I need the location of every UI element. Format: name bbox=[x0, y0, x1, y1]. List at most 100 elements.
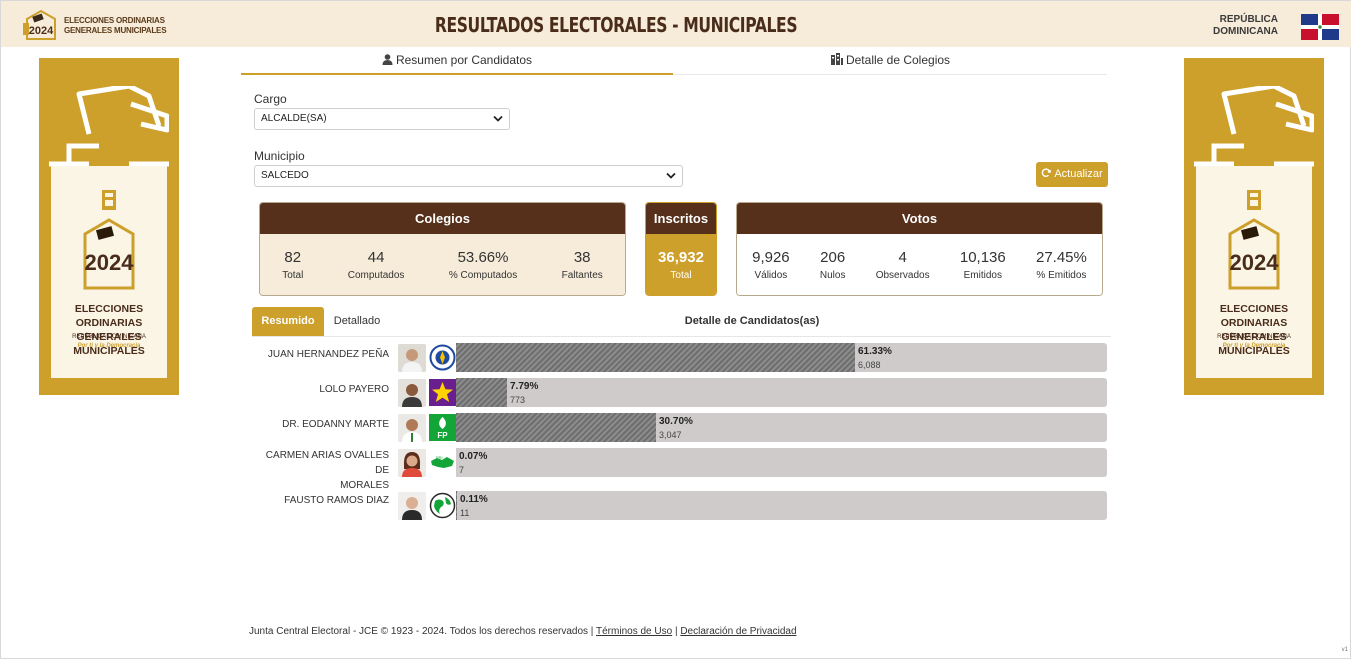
bar-fill bbox=[456, 378, 507, 407]
bar-track: 7.79% 773 bbox=[456, 378, 1107, 407]
colegios-faltantes: 38 Faltantes bbox=[562, 249, 603, 281]
bar-percent-label: 0.11% bbox=[460, 494, 488, 505]
candidate-name-line: CARMEN ARIAS OVALLES DE bbox=[265, 450, 389, 476]
stat-label: % Computados bbox=[448, 269, 518, 281]
bar-percent-label: 30.70% bbox=[659, 416, 693, 427]
banner-subtitle: REPÚBLICA DOMINICANA bbox=[72, 334, 146, 340]
bar-track: 0.07% 7 bbox=[456, 448, 1107, 477]
building-icon bbox=[830, 53, 843, 65]
privacy-link[interactable]: Declaración de Privacidad bbox=[680, 626, 797, 637]
cargo-label: Cargo bbox=[254, 92, 287, 106]
svg-text:FP: FP bbox=[437, 431, 448, 440]
stat-label: Total bbox=[282, 269, 304, 281]
stat-value: 82 bbox=[284, 248, 302, 266]
refresh-icon bbox=[1042, 168, 1052, 178]
banner-title-line2: GENERALES MUNICIPALES bbox=[73, 331, 145, 357]
stat-label: Válidos bbox=[754, 269, 788, 281]
svg-text:PRI: PRI bbox=[436, 455, 443, 460]
candidate-row: JUAN HERNANDEZ PEÑA 61.33% 6,088 bbox=[252, 343, 1112, 373]
country-line2: DOMINICANA bbox=[1213, 26, 1278, 37]
bar-percent-label: 61.33% bbox=[858, 346, 892, 357]
votos-validos: 9,926 Válidos bbox=[752, 249, 790, 281]
municipio-label: Municipio bbox=[254, 149, 305, 163]
candidate-row: CARMEN ARIAS OVALLES DE MORALES PRI 0.07… bbox=[252, 448, 1112, 491]
banner-title: ELECCIONES ORDINARIAS GENERALES MUNICIPA… bbox=[1196, 302, 1312, 358]
bar-fill bbox=[456, 343, 855, 372]
banner-year-text: 2024 bbox=[1230, 250, 1280, 275]
country-line1: REPÚBLICA bbox=[1219, 14, 1278, 25]
mini-seal-icon bbox=[102, 190, 116, 210]
inscritos-total: 36,932 Total bbox=[658, 249, 704, 281]
inscritos-card: Inscritos 36,932 Total bbox=[645, 202, 717, 296]
municipio-select[interactable]: SALCEDO bbox=[254, 165, 683, 187]
stat-value: 44 bbox=[367, 248, 385, 266]
bar-votes-label: 3,047 bbox=[659, 430, 682, 440]
election-banner-left: 2024 ELECCIONES ORDINARIAS GENERALES MUN… bbox=[39, 58, 179, 395]
chevron-down-icon bbox=[493, 115, 503, 122]
ballot-hand-icon bbox=[1194, 86, 1314, 167]
refresh-button[interactable]: Actualizar bbox=[1036, 162, 1108, 187]
votos-observados: 4 Observados bbox=[876, 249, 930, 281]
chevron-down-icon bbox=[666, 172, 676, 179]
candidate-name: JUAN HERNANDEZ PEÑA bbox=[252, 347, 389, 362]
colegios-card: Colegios 82 Total 44 Computados 53.66% % Co… bbox=[259, 202, 626, 296]
banner-title-line2: GENERALES MUNICIPALES bbox=[1218, 331, 1290, 357]
tab-resumen-label: Resumen por Candidatos bbox=[395, 53, 533, 67]
tab-detallado[interactable]: Detallado bbox=[333, 315, 381, 327]
stat-label: % Emitidos bbox=[1036, 269, 1087, 281]
candidate-name-line: DR. EODANNY MARTE bbox=[282, 419, 389, 430]
tab-detalle-colegios[interactable]: Detalle de Colegios bbox=[673, 49, 1107, 75]
candidate-photo bbox=[398, 344, 426, 372]
results-tabs: Resumido Detallado Detalle de Candidatos… bbox=[252, 307, 1111, 337]
header-bar: 2024 ELECCIONES ORDINARIAS GENERALES MUN… bbox=[1, 1, 1351, 47]
inscritos-title: Inscritos bbox=[646, 203, 716, 234]
refresh-label: Actualizar bbox=[1054, 168, 1103, 180]
candidate-name: LOLO PAYERO bbox=[252, 382, 389, 397]
bar-percent-label: 0.07% bbox=[459, 451, 488, 462]
banner-title-line1: ELECCIONES ORDINARIAS bbox=[74, 303, 144, 329]
banner-title: ELECCIONES ORDINARIAS GENERALES MUNICIPA… bbox=[51, 302, 167, 358]
colegios-total: 82 Total bbox=[282, 249, 303, 281]
candidate-photo bbox=[398, 379, 426, 407]
stat-value: 27.45% bbox=[1035, 248, 1087, 266]
candidate-row: LOLO PAYERO 7.79% 773 bbox=[252, 378, 1112, 408]
jce-logo[interactable]: 2024 ELECCIONES ORDINARIAS GENERALES MUN… bbox=[21, 9, 167, 43]
tab-resumido[interactable]: Resumido bbox=[252, 307, 324, 336]
fp-icon: FP bbox=[429, 414, 456, 441]
stat-value: 38 bbox=[573, 248, 591, 266]
election-banner-right: 2024 ELECCIONES ORDINARIAS GENERALES MUN… bbox=[1184, 58, 1324, 395]
tab-detalle-label: Detalle de Colegios bbox=[845, 53, 951, 67]
tab-resumen-candidatos[interactable]: Resumen por Candidatos bbox=[241, 49, 673, 75]
logo-text-line1: ELECCIONES ORDINARIAS bbox=[64, 16, 165, 25]
candidate-name-line: JUAN HERNANDEZ PEÑA bbox=[267, 349, 389, 360]
votos-card: Votos 9,926 Válidos 206 Nulos 4 Observados … bbox=[736, 202, 1103, 296]
banner-motto: Por ti y la Democracia bbox=[77, 343, 141, 349]
candidate-name-line: LOLO PAYERO bbox=[319, 384, 389, 395]
page-title: RESULTADOS ELECTORALES - MUNICIPALES bbox=[434, 13, 798, 37]
bar-fill bbox=[456, 413, 656, 442]
banner-title-line1: ELECCIONES ORDINARIAS bbox=[1219, 303, 1289, 329]
candidate-photo bbox=[398, 492, 426, 520]
elections-seal-icon: 2024 bbox=[23, 9, 59, 41]
bar-percent-label: 7.79% bbox=[510, 381, 539, 392]
candidate-photo bbox=[398, 449, 426, 477]
votos-title: Votos bbox=[737, 203, 1102, 234]
bar-votes-label: 11 bbox=[460, 508, 470, 518]
banner-subtitle: REPÚBLICA DOMINICANA bbox=[1217, 334, 1291, 340]
candidate-name: FAUSTO RAMOS DIAZ bbox=[252, 493, 389, 508]
votos-emitidos: 10,136 Emitidos bbox=[960, 249, 1006, 281]
candidate-row: DR. EODANNY MARTE FP 30.70% 3,047 bbox=[252, 413, 1112, 443]
dominican-flag-icon bbox=[1301, 14, 1339, 40]
main-tabs: Resumen por Candidatos Detalle de Colegi… bbox=[241, 49, 1107, 75]
colegios-computados: 44 Computados bbox=[348, 249, 405, 281]
terms-link[interactable]: Términos de Uso bbox=[596, 626, 673, 637]
cargo-select[interactable]: ALCALDE(SA) bbox=[254, 108, 510, 130]
bar-votes-label: 7 bbox=[459, 465, 465, 475]
footer: Junta Central Electoral - JCE © 1923 - 2… bbox=[249, 626, 797, 637]
votos-nulos: 206 Nulos bbox=[820, 249, 846, 281]
candidate-photo bbox=[398, 414, 426, 442]
votos-pct-emitidos: 27.45% % Emitidos bbox=[1036, 249, 1087, 281]
ballot-box: 2024 ELECCIONES ORDINARIAS GENERALES MUN… bbox=[1196, 166, 1312, 378]
map-icon: PRI bbox=[429, 449, 456, 476]
stat-label: Nulos bbox=[819, 269, 846, 281]
